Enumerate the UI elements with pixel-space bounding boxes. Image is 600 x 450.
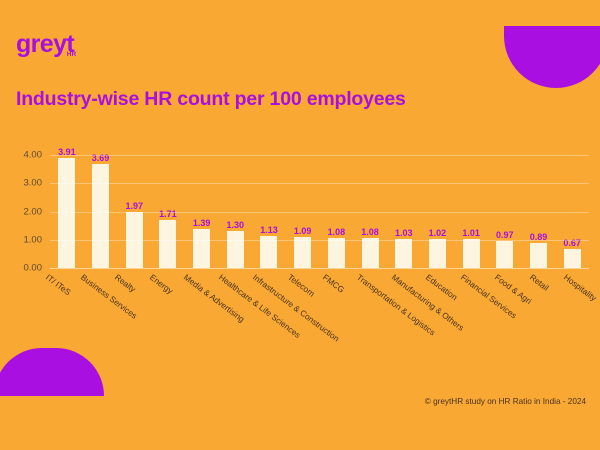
bar[interactable] (496, 240, 514, 268)
x-axis-tick-label: Media & Advertising (182, 272, 247, 325)
logo-wordmark: greyt (16, 30, 75, 58)
bar[interactable] (125, 212, 143, 268)
bar-value-label: 1.09 (293, 226, 312, 237)
x-axis-tick-label: Energy (147, 272, 175, 296)
bar-column[interactable]: 1.71 (151, 155, 185, 268)
bar-column[interactable]: 1.09 (286, 155, 320, 268)
x-axis-tick-label: Hospitality (562, 272, 600, 304)
bar-column[interactable]: 1.13 (252, 155, 286, 268)
bar-column[interactable]: 0.67 (555, 155, 589, 268)
x-axis-tick-label: Telecom (285, 272, 317, 299)
bar-value-label: 1.08 (327, 226, 346, 237)
bar-column[interactable]: 3.91 (50, 147, 84, 268)
bar-column[interactable]: 0.97 (488, 155, 522, 268)
bar-column[interactable]: 1.08 (353, 155, 387, 268)
bar[interactable] (159, 219, 177, 268)
x-axis-tick-label: Retail (527, 272, 551, 293)
y-axis-tick-label: 1.00 (23, 234, 43, 246)
bar-value-label: 1.30 (226, 220, 245, 231)
bar-column[interactable]: 0.89 (522, 155, 556, 268)
bar-value-label: 1.39 (192, 217, 211, 228)
bar-chart: 0.00 1.00 2.00 3.00 4.00 3.91 3.69 1.97 1.71 1.3… (14, 145, 589, 280)
bar-value-label: 1.03 (394, 227, 413, 238)
bar-column[interactable]: 1.02 (421, 155, 455, 268)
bar[interactable] (361, 237, 379, 268)
y-axis: 0.00 1.00 2.00 3.00 4.00 (14, 145, 46, 274)
bar-value-label: 3.69 (91, 152, 110, 163)
y-axis-tick-label: 2.00 (23, 206, 43, 217)
bar-column[interactable]: 1.08 (320, 155, 354, 268)
bar-value-label: 0.89 (529, 231, 548, 242)
bar[interactable] (462, 239, 480, 268)
x-axis-tick-label: Realty (113, 272, 138, 295)
bar-column[interactable]: 1.30 (218, 155, 252, 268)
bar-value-label: 1.13 (260, 225, 278, 236)
footer-credit: © greytHR study on HR Ratio in India - 2… (424, 397, 586, 406)
bar[interactable] (294, 237, 312, 268)
bar[interactable] (327, 237, 345, 268)
bar[interactable] (92, 163, 110, 268)
bar-column[interactable]: 1.97 (117, 155, 151, 268)
y-axis-tick-label: 0.00 (23, 262, 43, 274)
bar-value-label: 1.97 (125, 201, 143, 212)
bar[interactable] (226, 231, 244, 268)
y-axis-tick-label: 4.00 (23, 149, 43, 161)
bar-value-label: 3.91 (58, 146, 76, 157)
bar[interactable] (58, 157, 76, 268)
bar-value-label: 1.01 (462, 228, 480, 239)
x-axis-category-labels: IT/ ITeS Business Services Realty Energy Med… (44, 272, 600, 372)
bar-value-label: 1.71 (159, 208, 177, 219)
bar-value-label: 0.97 (496, 229, 514, 240)
bar-column[interactable]: 1.39 (185, 155, 219, 268)
page-title: Industry-wise HR count per 100 employees (16, 88, 406, 110)
bar-value-label: 1.08 (361, 226, 379, 237)
x-axis-tick-label: FMCG (320, 272, 347, 295)
gridline (50, 268, 589, 269)
gridline (50, 183, 589, 185)
gridline (50, 155, 589, 156)
gridline (50, 211, 589, 213)
bar[interactable] (260, 236, 278, 268)
bar[interactable] (193, 228, 211, 268)
x-axis-tick-label: IT/ ITeS (43, 272, 73, 298)
bar-column[interactable]: 1.03 (387, 155, 421, 268)
plot-area: 3.91 3.69 1.97 1.71 1.39 1.30 1.13 1.09 1.08 1.08… (50, 147, 589, 269)
bar[interactable] (428, 239, 446, 268)
bar[interactable] (563, 249, 581, 268)
bar-column[interactable]: 3.69 (84, 152, 118, 268)
gridline (50, 239, 589, 241)
bar[interactable] (395, 238, 413, 268)
decorative-half-circle-top-right (504, 26, 600, 88)
bar-column[interactable]: 1.01 (454, 155, 488, 268)
bar-value-label: 0.67 (563, 238, 581, 249)
bar-series: 3.91 3.69 1.97 1.71 1.39 1.30 1.13 1.09 1.08 1.08… (50, 147, 589, 268)
greythr-logo: greyt HR (16, 30, 77, 58)
logo-subscript: HR (66, 50, 77, 58)
bar-value-label: 1.02 (428, 228, 447, 239)
y-axis-tick-label: 3.00 (23, 177, 43, 189)
bar[interactable] (529, 242, 547, 268)
